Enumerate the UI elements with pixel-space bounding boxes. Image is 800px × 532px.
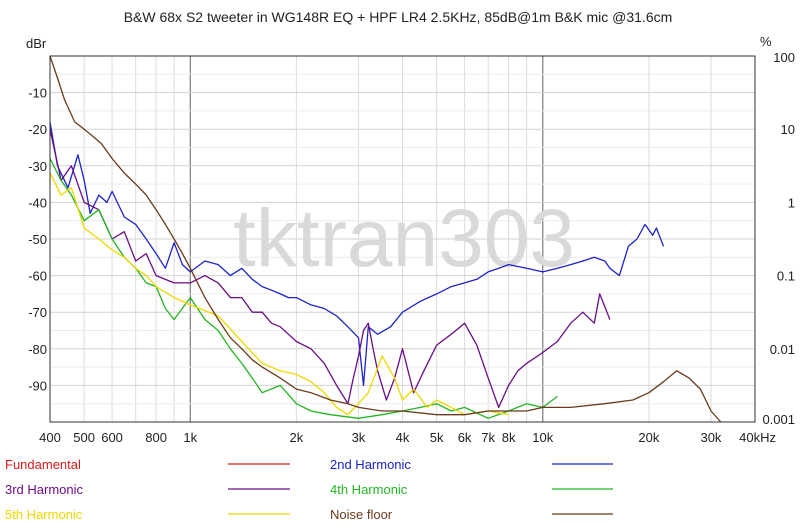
y-tick-left-label: -50: [28, 232, 47, 247]
watermark-text: tktran303: [233, 193, 575, 284]
x-tick-label: 400: [39, 430, 61, 445]
y-tick-right-label: 100: [773, 50, 795, 65]
x-tick-label: 40kHz: [739, 430, 776, 445]
series-line-2nd-harmonic: [49, 121, 665, 387]
legend-label-4th-harmonic: 4th Harmonic: [330, 482, 408, 497]
x-tick-label: 4k: [396, 430, 410, 445]
y-tick-right-label: 0.001: [762, 412, 795, 427]
x-tick-label: 1k: [183, 430, 197, 445]
x-tick-label: 7k: [481, 430, 495, 445]
x-tick-label: 500: [73, 430, 95, 445]
y-axis-left-ticks: -10 -20 -30 -40 -50 -60 -70 -80 -90: [28, 86, 47, 394]
y-axis-left-unit: dBr: [26, 36, 47, 51]
y-tick-right-label: 0.1: [777, 269, 795, 284]
y-tick-left-label: -80: [28, 342, 47, 357]
x-axis-ticks: 400 500 600 800 1k 2k 3k 4k 5k 6k 7k 8k 10k 20k 30k 40k…: [39, 430, 776, 445]
legend-label-noise-floor: Noise floor: [330, 507, 393, 522]
series-lines: [49, 55, 722, 423]
chart-title: B&W 68x S2 tweeter in WG148R EQ + HPF LR…: [124, 9, 673, 25]
legend: Fundamental 2nd Harmonic 3rd Harmonic 4th H…: [5, 457, 613, 522]
y-tick-right-label: 10: [781, 122, 795, 137]
x-tick-label: 3k: [352, 430, 366, 445]
y-tick-right-label: 0.01: [770, 342, 795, 357]
grid: [50, 56, 755, 422]
x-tick-label: 30k: [700, 430, 721, 445]
y-tick-left-label: -60: [28, 269, 47, 284]
legend-label-3rd-harmonic: 3rd Harmonic: [5, 482, 84, 497]
x-tick-label: 800: [145, 430, 167, 445]
x-tick-label: 600: [101, 430, 123, 445]
y-tick-left-label: -90: [28, 378, 47, 393]
plot-frame: [49, 55, 756, 423]
series-line-3rd-harmonic: [49, 129, 611, 409]
x-tick-label: 20k: [638, 430, 659, 445]
series-line-noise-floor: [49, 55, 722, 423]
x-tick-label: 2k: [290, 430, 304, 445]
y-tick-left-label: -10: [28, 86, 47, 101]
x-tick-label: 5k: [430, 430, 444, 445]
legend-label-5th-harmonic: 5th Harmonic: [5, 507, 83, 522]
series-line-5th-harmonic: [49, 172, 509, 416]
y-tick-right-label: 1: [788, 195, 795, 210]
y-tick-left-label: -40: [28, 195, 47, 210]
legend-label-2nd-harmonic: 2nd Harmonic: [330, 457, 411, 472]
y-tick-left-label: -20: [28, 122, 47, 137]
y-tick-left-label: -70: [28, 305, 47, 320]
y-tick-left-label: -30: [28, 159, 47, 174]
x-tick-label: 6k: [458, 430, 472, 445]
y-axis-right-unit: %: [760, 34, 772, 49]
legend-label-fundamental: Fundamental: [5, 457, 81, 472]
y-axis-right-ticks: 100 10 1 0.1 0.01 0.001: [762, 50, 795, 427]
x-tick-label: 10k: [532, 430, 553, 445]
x-tick-label: 8k: [502, 430, 516, 445]
